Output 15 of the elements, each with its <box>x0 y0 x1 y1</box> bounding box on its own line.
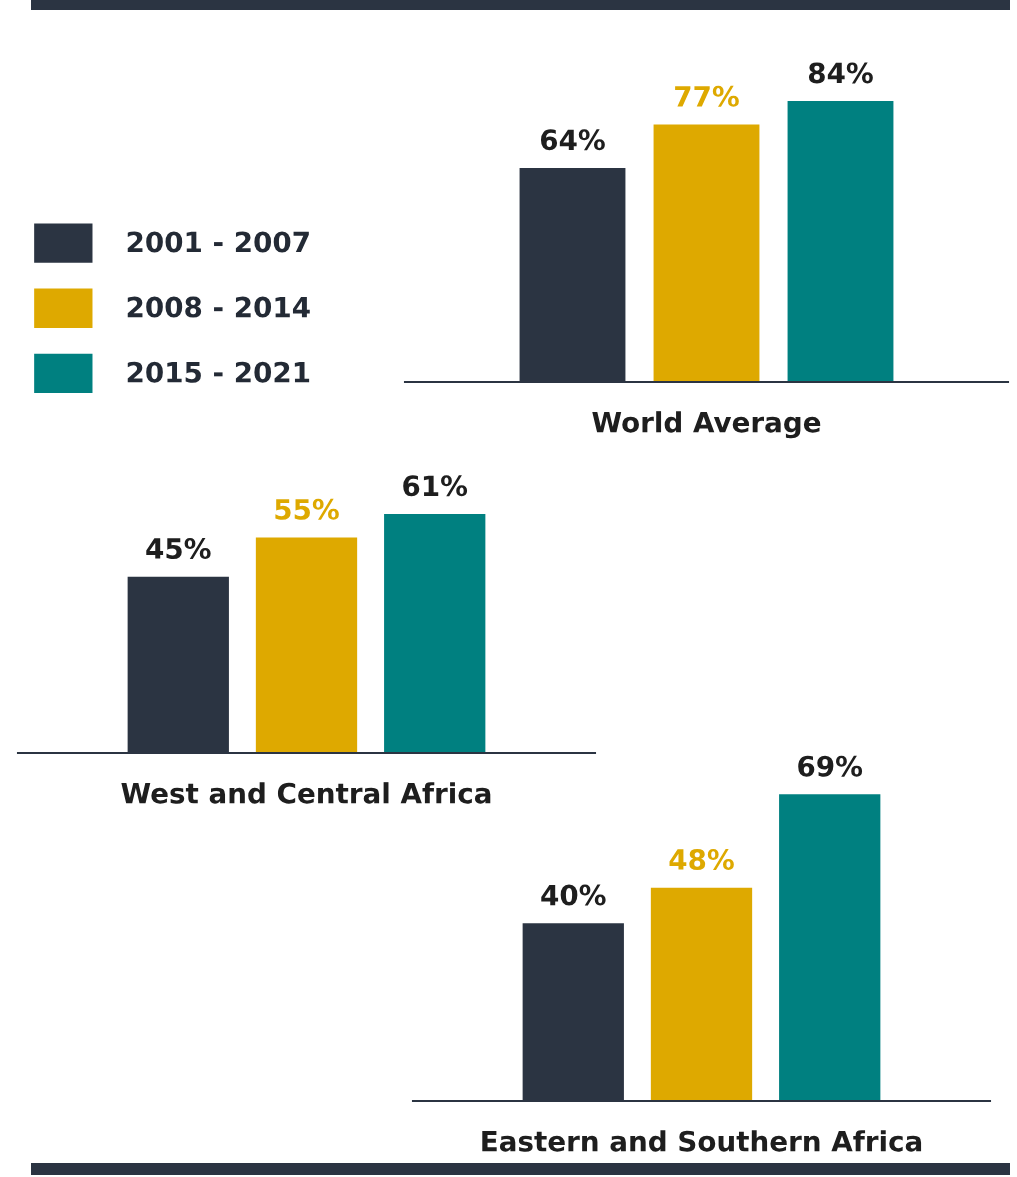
data-label: 40% <box>541 884 606 906</box>
legend-label: 2001 - 2007 <box>127 231 309 253</box>
x-axis-title: West and Central Africa <box>121 782 491 804</box>
data-label: 84% <box>808 62 873 84</box>
data-label: 61% <box>403 475 468 497</box>
x-axis-title: World Average <box>592 411 821 439</box>
data-label: 45% <box>146 537 211 559</box>
data-label: 55% <box>275 498 339 520</box>
data-label: 48% <box>669 848 734 871</box>
x-axis-title: Eastern and Southern Africa <box>482 1130 922 1152</box>
data-label: 64% <box>540 129 605 151</box>
data-label: 77% <box>675 85 739 107</box>
legend-label: 2015 - 2021 <box>127 361 310 383</box>
legend-label: 2008 - 2014 <box>127 296 310 318</box>
data-label: 69% <box>798 755 863 777</box>
